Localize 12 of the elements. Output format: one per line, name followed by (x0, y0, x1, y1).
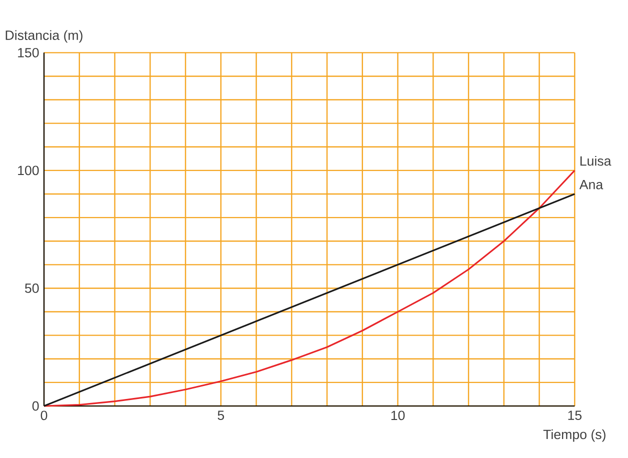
series-label: Luisa (580, 156, 612, 166)
x-tick-label: 10 (391, 410, 405, 420)
y-axis-title: Distancia (m) (6, 30, 82, 43)
x-tick-label: 0 (40, 410, 48, 420)
x-tick-label: 5 (218, 410, 224, 420)
x-tick-label: 15 (568, 410, 582, 420)
x-axis-title: Tiempo (s) (543, 429, 606, 442)
y-tick-label: 50 (25, 284, 39, 293)
y-tick-label: 0 (32, 401, 39, 411)
y-tick-label: 100 (18, 166, 39, 176)
series-label: Ana (579, 180, 604, 190)
y-tick-label: 150 (18, 48, 39, 58)
